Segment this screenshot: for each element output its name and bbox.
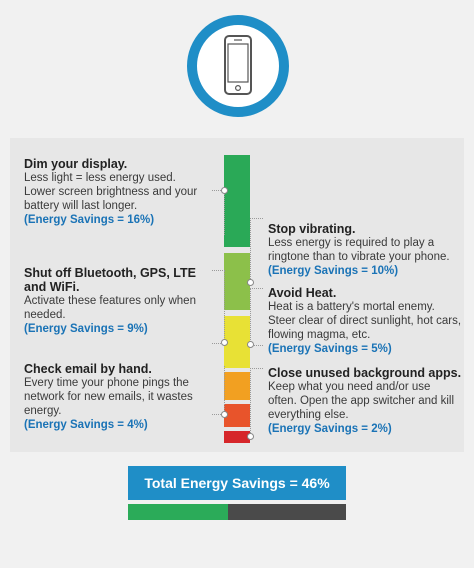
leader-line-display (212, 190, 225, 235)
tip-body: Every time your phone pings the network … (24, 377, 193, 417)
bar-segment-apps (224, 431, 250, 443)
tip-title: Close unused background apps. (268, 366, 462, 380)
connector-dot (221, 187, 228, 194)
total-savings-bar (128, 504, 346, 520)
connector-dot (247, 433, 254, 440)
tip-body: Less light = less energy used. Lower scr… (24, 172, 198, 212)
tip-heat: Avoid Heat. Heat is a battery's mortal e… (268, 286, 462, 356)
tip-email: Check email by hand. Every time your pho… (24, 362, 210, 432)
leader-line-apps (250, 368, 263, 437)
tip-title: Check email by hand. (24, 362, 152, 376)
tip-body: Keep what you need and/or use often. Ope… (268, 381, 455, 421)
leader-line-email (212, 366, 225, 415)
tip-apps: Close unused background apps. Keep what … (268, 366, 462, 436)
tip-savings: (Energy Savings = 10%) (268, 265, 399, 277)
connector-dot (247, 341, 254, 348)
total-savings-label: Total Energy Savings = 46% (144, 475, 330, 491)
tip-savings: (Energy Savings = 2%) (268, 423, 392, 435)
tip-body: Less energy is required to play a ringto… (268, 237, 450, 263)
tip-savings: (Energy Savings = 9%) (24, 323, 148, 335)
tip-savings: (Energy Savings = 4%) (24, 419, 148, 431)
tip-savings: (Energy Savings = 5%) (268, 343, 392, 355)
bar-segment-vibrate (224, 253, 250, 310)
tip-display: Dim your display. Less light = less ener… (24, 157, 210, 227)
connector-dot (221, 411, 228, 418)
tip-title: Shut off Bluetooth, GPS, LTE and WiFi. (24, 266, 196, 294)
tip-bluetooth: Shut off Bluetooth, GPS, LTE and WiFi. A… (24, 266, 210, 336)
bar-segment-bluetooth (224, 316, 250, 368)
leader-line-vibrate (250, 218, 263, 283)
total-savings-banner: Total Energy Savings = 46% (128, 466, 346, 500)
tip-body: Heat is a battery's mortal enemy. Steer … (268, 301, 462, 341)
tip-title: Avoid Heat. (268, 286, 337, 300)
bar-segment-heat (224, 372, 250, 400)
tip-title: Dim your display. (24, 157, 128, 171)
bar-segment-display (224, 155, 250, 247)
tip-body: Activate these features only when needed… (24, 295, 196, 321)
connector-dot (247, 279, 254, 286)
tip-vibrate: Stop vibrating. Less energy is required … (268, 222, 462, 278)
leader-line-heat (250, 288, 263, 346)
leader-line-bluetooth (212, 270, 225, 344)
tip-title: Stop vibrating. (268, 222, 356, 236)
connector-dot (221, 339, 228, 346)
tip-savings: (Energy Savings = 16%) (24, 214, 155, 226)
bar-segment-email (224, 404, 250, 427)
smartphone-icon (186, 14, 290, 118)
total-savings-fill (128, 504, 229, 520)
